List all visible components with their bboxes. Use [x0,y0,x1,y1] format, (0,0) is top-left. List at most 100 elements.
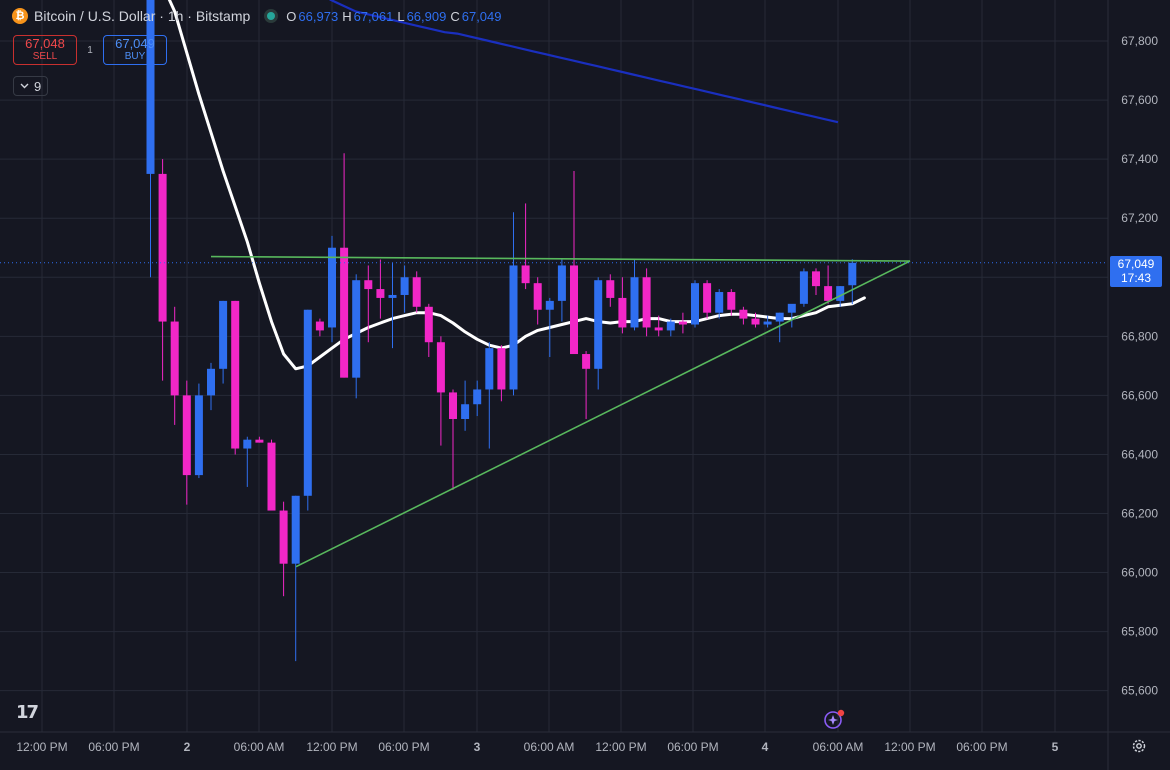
candle-body [739,309,748,319]
candle [267,439,276,511]
candle-body [812,271,820,287]
candle-body [642,277,651,328]
candle [727,289,736,316]
settings-gear-icon[interactable] [1131,738,1147,754]
candle [412,271,421,313]
candle [328,235,336,343]
candle [146,0,155,278]
candle-body [557,265,566,301]
market-status-icon[interactable] [264,9,279,23]
bar-countdown: 17:43 [1120,271,1152,285]
candle [352,274,361,399]
candle-body [751,318,760,325]
candle [461,380,470,431]
candle [642,268,651,337]
low-value: 66,909 [406,8,447,24]
y-tick-label: 65,800 [1121,625,1158,639]
candle [618,277,627,334]
candle-body [146,0,155,174]
candle [557,259,566,322]
symbol-header: ₿ Bitcoin / U.S. Dollar · 1h · Bitstamp … [12,8,504,24]
y-tick-label: 67,200 [1121,211,1158,225]
candle [170,306,179,425]
candle-body [715,292,724,313]
trade-panel: 67,048 SELL 1 67,049 BUY [13,35,167,65]
candle-body [497,348,506,390]
x-tick-label: 5 [1052,740,1059,754]
candle [231,300,240,455]
y-tick-label: 67,400 [1121,152,1158,166]
candle-body [412,277,421,307]
sparkle-icon[interactable] [822,708,848,730]
candle [158,159,167,381]
candle [799,268,808,307]
y-tick-label: 65,600 [1121,684,1158,698]
y-tick-label: 66,200 [1121,507,1158,521]
buy-button[interactable]: 67,049 BUY [103,35,167,65]
candle [594,277,603,390]
candle-body [545,300,554,310]
candle [340,153,349,378]
candle-body [158,173,167,322]
x-tick-label: 06:00 PM [956,740,1007,754]
candle-body [799,271,808,304]
sell-price: 67,048 [25,36,65,51]
candle-body [824,286,833,301]
sell-button[interactable]: 67,048 SELL [13,35,77,65]
candle-body [303,309,312,496]
symbol-title[interactable]: Bitcoin / U.S. Dollar · 1h · Bitstamp [34,8,251,24]
current-price-label: 67,049 17:43 [1110,256,1162,287]
candle [715,289,724,319]
candle-body [727,292,736,310]
candle [182,380,191,505]
candle-body [243,439,252,449]
candle-body [594,280,603,369]
candle-body [618,297,627,328]
tradingview-logo[interactable]: 17 [16,702,39,723]
y-tick-label: 66,600 [1121,388,1158,402]
candle-body [255,439,264,443]
y-tick-label: 67,800 [1121,34,1158,48]
close-label: C [450,8,460,24]
candle-body [436,342,445,393]
candle-body [400,277,409,295]
sell-label: SELL [32,51,58,62]
candle-body [630,277,639,328]
candle [424,303,433,357]
candle [388,262,397,349]
candle-body [340,247,349,378]
ohlc-readout: O 66,973 H 67,061 L 66,909 C 67,049 [286,9,503,24]
candle-body [509,265,518,390]
indicators-toggle[interactable]: 9 [13,76,49,96]
candle-body [570,265,578,355]
candle-body [836,286,845,301]
x-tick-label: 12:00 PM [306,740,357,754]
candle [436,336,445,446]
candle-body [194,395,203,476]
y-tick-label: 66,400 [1121,447,1158,461]
candle-body [606,280,615,298]
candle [497,345,506,402]
candle-body [364,280,373,290]
candle [751,312,760,328]
candle-body [678,321,687,325]
candle-body [848,262,857,286]
candle-body [521,265,530,284]
candle [291,495,300,662]
chevron-down-icon [20,83,29,89]
spread-value: 1 [87,44,93,56]
x-tick-label: 12:00 PM [595,740,646,754]
support-trendline [295,260,911,568]
candle [739,306,748,325]
candles [146,0,857,662]
candle [194,383,203,479]
candle [775,312,784,343]
x-tick-label: 06:00 AM [524,740,575,754]
candle-body [763,321,772,325]
candle-body [170,321,179,396]
candle [219,300,228,384]
bitcoin-icon: ₿ [12,8,28,24]
current-price-value: 67,049 [1117,257,1155,271]
